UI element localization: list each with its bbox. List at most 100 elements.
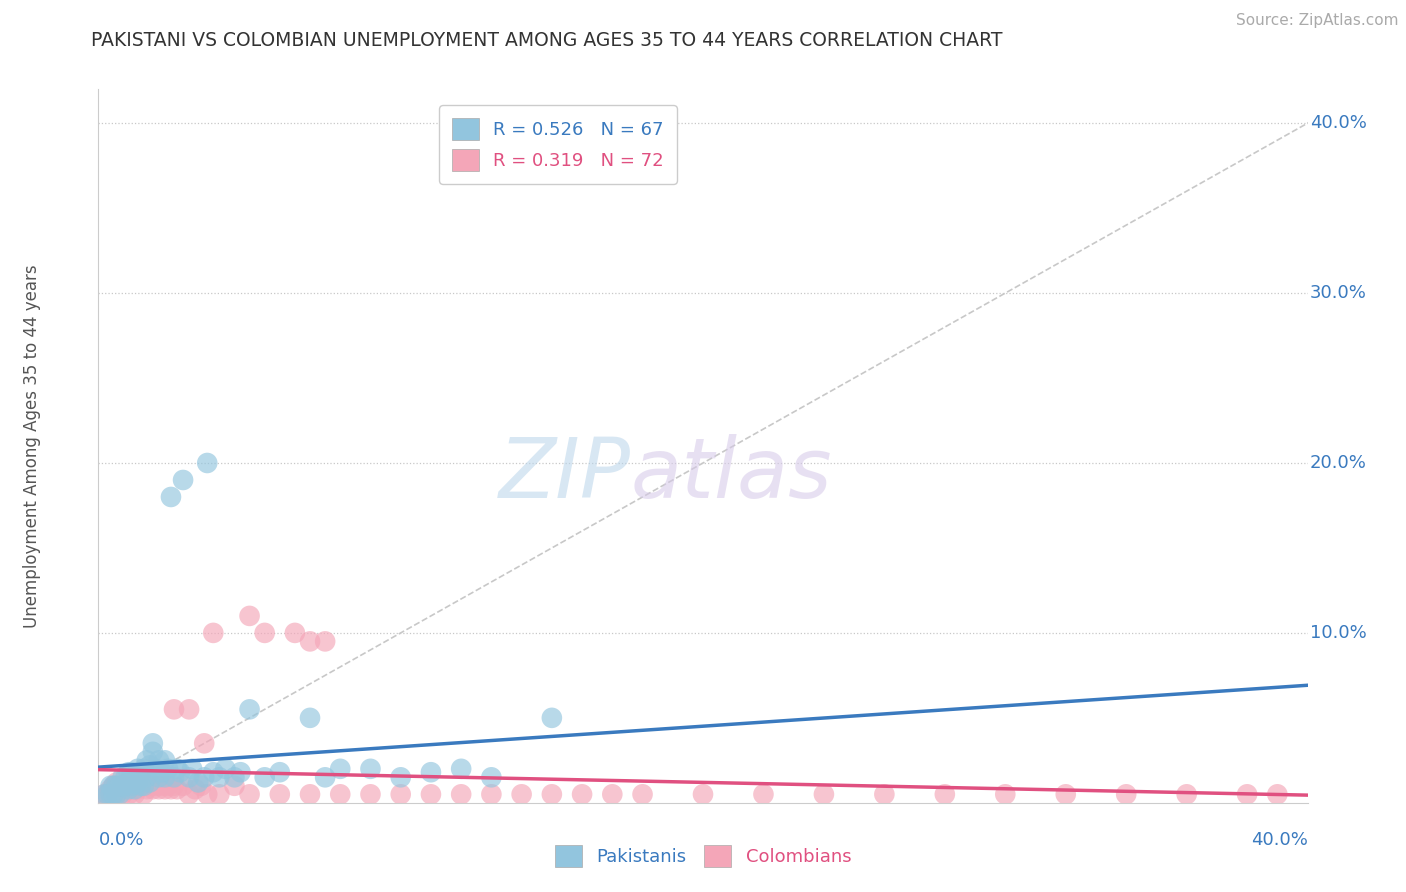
Point bbox=[314, 770, 336, 784]
Point bbox=[129, 765, 152, 780]
Point bbox=[118, 775, 141, 789]
Text: Source: ZipAtlas.com: Source: ZipAtlas.com bbox=[1236, 13, 1399, 29]
Point bbox=[229, 765, 252, 780]
Point bbox=[602, 787, 624, 801]
Point bbox=[239, 608, 262, 623]
Point bbox=[420, 765, 443, 780]
Point bbox=[114, 782, 136, 797]
Point bbox=[132, 775, 155, 789]
Point bbox=[103, 779, 125, 793]
Point bbox=[752, 787, 775, 801]
Point bbox=[269, 765, 291, 780]
Point bbox=[172, 779, 194, 793]
Point bbox=[108, 782, 131, 797]
Point bbox=[153, 753, 176, 767]
Point bbox=[420, 787, 443, 801]
Text: Unemployment Among Ages 35 to 44 years: Unemployment Among Ages 35 to 44 years bbox=[22, 264, 41, 628]
Point bbox=[153, 770, 176, 784]
Point bbox=[103, 787, 125, 801]
Point bbox=[135, 782, 157, 797]
Point bbox=[510, 787, 533, 801]
Point bbox=[124, 770, 146, 784]
Point bbox=[224, 779, 246, 793]
Point bbox=[127, 775, 149, 789]
Point bbox=[540, 711, 562, 725]
Point bbox=[450, 762, 472, 776]
Point bbox=[121, 782, 143, 797]
Point bbox=[631, 787, 654, 801]
Point bbox=[284, 626, 307, 640]
Point bbox=[190, 779, 212, 793]
Point bbox=[208, 770, 231, 784]
Point bbox=[121, 779, 143, 793]
Point bbox=[166, 782, 188, 797]
Point bbox=[121, 765, 143, 780]
Text: PAKISTANI VS COLOMBIAN UNEMPLOYMENT AMONG AGES 35 TO 44 YEARS CORRELATION CHART: PAKISTANI VS COLOMBIAN UNEMPLOYMENT AMON… bbox=[91, 31, 1002, 50]
Point bbox=[481, 770, 503, 784]
Point bbox=[571, 787, 593, 801]
Point bbox=[148, 753, 170, 767]
Point bbox=[148, 782, 170, 797]
Point bbox=[160, 490, 183, 504]
Point bbox=[239, 702, 262, 716]
Point bbox=[187, 775, 209, 789]
Point bbox=[103, 779, 125, 793]
Point bbox=[100, 787, 122, 801]
Point bbox=[100, 779, 122, 793]
Point bbox=[156, 779, 179, 793]
Point bbox=[105, 787, 128, 801]
Text: 20.0%: 20.0% bbox=[1310, 454, 1367, 472]
Point bbox=[103, 787, 125, 801]
Point bbox=[93, 787, 115, 801]
Point bbox=[179, 702, 201, 716]
Point bbox=[540, 787, 562, 801]
Legend: Pakistanis, Colombians: Pakistanis, Colombians bbox=[547, 838, 859, 874]
Point bbox=[108, 787, 131, 801]
Point bbox=[224, 770, 246, 784]
Point bbox=[111, 787, 134, 801]
Point bbox=[202, 765, 225, 780]
Point bbox=[181, 762, 204, 776]
Text: ZIP: ZIP bbox=[499, 434, 630, 515]
Text: atlas: atlas bbox=[630, 434, 832, 515]
Point bbox=[111, 779, 134, 793]
Point bbox=[127, 762, 149, 776]
Point bbox=[100, 782, 122, 797]
Point bbox=[450, 787, 472, 801]
Point bbox=[1175, 787, 1198, 801]
Point bbox=[145, 762, 167, 776]
Point bbox=[166, 762, 188, 776]
Point bbox=[299, 787, 322, 801]
Point bbox=[105, 779, 128, 793]
Point bbox=[139, 775, 162, 789]
Point bbox=[93, 787, 115, 801]
Point bbox=[329, 787, 352, 801]
Point bbox=[105, 775, 128, 789]
Point bbox=[360, 787, 382, 801]
Point bbox=[118, 765, 141, 780]
Point bbox=[142, 745, 165, 759]
Text: 0.0%: 0.0% bbox=[98, 831, 143, 849]
Point bbox=[169, 765, 191, 780]
Text: 40.0%: 40.0% bbox=[1251, 831, 1308, 849]
Point bbox=[129, 779, 152, 793]
Point bbox=[142, 782, 165, 797]
Point bbox=[139, 758, 162, 772]
Point bbox=[934, 787, 956, 801]
Text: 40.0%: 40.0% bbox=[1310, 114, 1367, 132]
Point bbox=[118, 782, 141, 797]
Point bbox=[389, 770, 412, 784]
Point bbox=[994, 787, 1017, 801]
Point bbox=[1236, 787, 1258, 801]
Point bbox=[145, 779, 167, 793]
Point bbox=[105, 782, 128, 797]
Point bbox=[214, 762, 236, 776]
Point bbox=[299, 634, 322, 648]
Point bbox=[132, 787, 155, 801]
Point bbox=[129, 779, 152, 793]
Point bbox=[314, 634, 336, 648]
Point bbox=[179, 787, 201, 801]
Point bbox=[1267, 787, 1289, 801]
Point bbox=[127, 782, 149, 797]
Point bbox=[193, 736, 215, 750]
